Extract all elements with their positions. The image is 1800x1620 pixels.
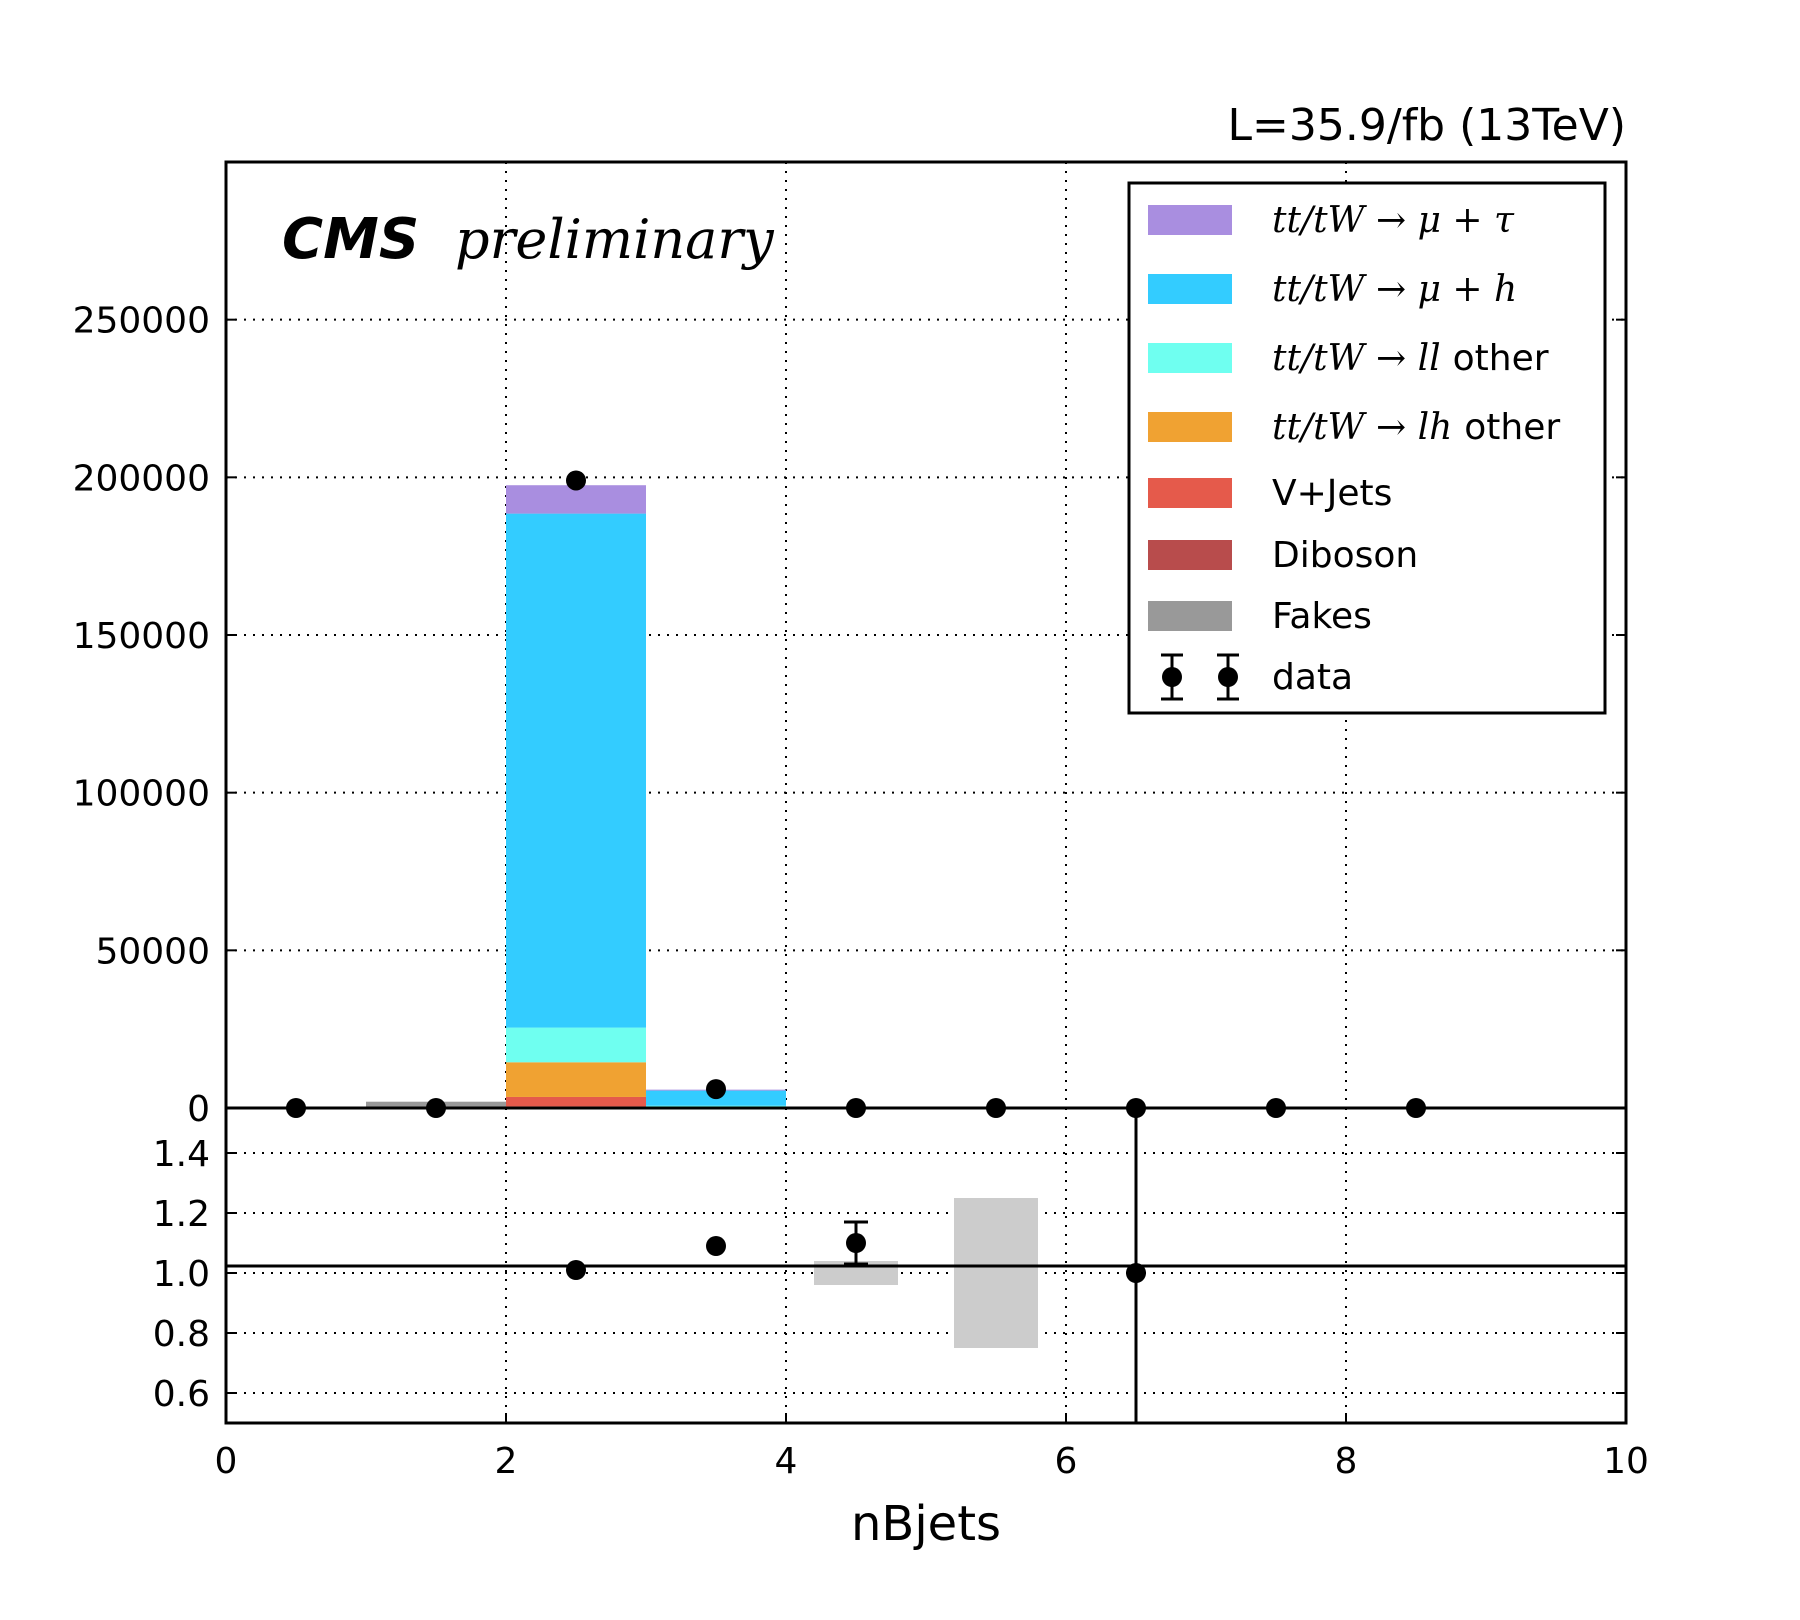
legend-label-ttlh: other [1464,407,1560,448]
legend-swatch-ttlh [1148,412,1232,442]
main-y-tick-label: 150000 [73,616,210,657]
x-ticks: 0 2 4 6 8 10 [215,1413,1649,1482]
x-tick-label: 10 [1603,1441,1649,1482]
bar-ttll [506,1027,646,1063]
ratio-y-tick-label: 1.4 [153,1134,210,1175]
bar-vjets [506,1096,646,1107]
ratio-uncertainty-band [954,1198,1038,1348]
legend: tt/tW → μ + τ tt/tW → μ + h tt/tW → ll othe… [1127,181,1607,715]
main-y-tick-label: 200000 [73,458,210,499]
ratio-point [846,1233,866,1253]
ratio-point [706,1236,726,1256]
legend-label-data: data [1272,657,1353,698]
ratio-point [1126,1263,1146,1283]
x-tick-label: 8 [1335,1441,1358,1482]
ratio-y-ticks: 0.6 0.8 1.0 1.2 1.4 [153,1134,1626,1415]
data-point [706,1079,726,1100]
ratio-y-tick-label: 0.8 [153,1314,210,1355]
ratio-points [566,1108,1146,1423]
legend-swatch-diboson [1148,540,1232,570]
legend-label-diboson: Diboson [1272,535,1418,576]
stacked-bars [366,485,786,1108]
legend-swatch-ttll [1148,343,1232,373]
bar-ttlh [506,1062,646,1097]
main-y-ticks: 0 50000 100000 150000 200000 250000 [73,301,1626,1130]
ratio-y-tick-label: 0.6 [153,1374,210,1415]
data-point [566,470,586,491]
x-tick-label: 6 [1055,1441,1078,1482]
bar-ttmuh [506,513,646,1028]
x-axis-label: nBjets [851,1496,1001,1552]
legend-label-ttll: other [1453,338,1549,379]
legend-label-vjets: V+Jets [1272,473,1392,514]
legend-math-ttlh: tt/tW → lh [1272,407,1452,448]
ratio-plot-frame [224,1106,1628,1425]
ratio-y-tick-label: 1.0 [153,1254,210,1295]
main-y-tick-label: 250000 [73,301,210,342]
legend-math-ttmuh: tt/tW → μ + h [1272,269,1517,310]
main-y-tick-label: 100000 [73,774,210,815]
ratio-y-tick-label: 1.2 [153,1194,210,1235]
legend-data-marker [1218,667,1238,687]
legend-math-ttll: tt/tW → ll [1272,338,1441,379]
legend-swatch-ttmutau [1148,205,1232,235]
main-y-tick-label: 0 [187,1089,210,1130]
bar-ttll [646,1105,786,1107]
legend-swatch-ttmuh [1148,274,1232,304]
x-tick-label: 4 [775,1441,798,1482]
x-tick-label: 2 [495,1441,518,1482]
ratio-uncertainty-bands [814,1198,1038,1348]
cms-label: CMS [282,207,419,272]
ratio-point [566,1260,586,1280]
preliminary-label: preliminary [455,208,775,271]
legend-swatch-vjets [1148,478,1232,508]
legend-label-fakes: Fakes [1272,596,1372,637]
legend-math-ttmutau: tt/tW → μ + τ [1272,200,1515,241]
ratio-gridlines [226,1108,1626,1423]
legend-data-marker [1162,667,1182,687]
legend-swatch-fakes [1148,601,1232,631]
x-tick-label: 0 [215,1441,238,1482]
lumi-label: L=35.9/fb (13TeV) [1228,100,1626,151]
main-y-tick-label: 50000 [95,931,210,972]
